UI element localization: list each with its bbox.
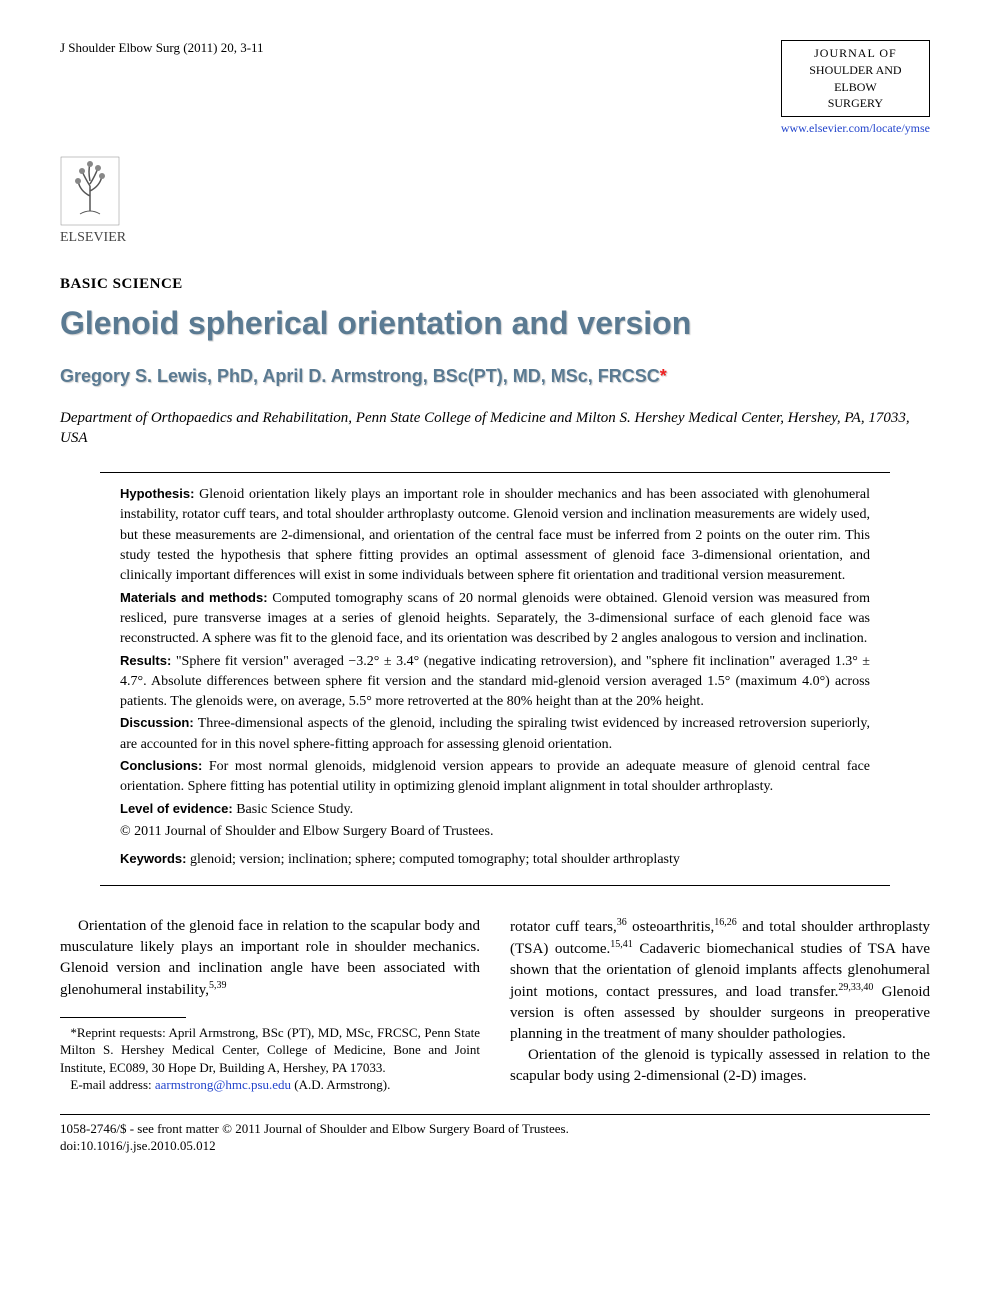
doi-line: doi:10.1016/j.jse.2010.05.012 [60,1138,930,1155]
column-right: rotator cuff tears,36 osteoarthritis,16,… [510,916,930,1094]
abstract-box: Hypothesis: Glenoid orientation likely p… [100,472,890,885]
citation-ref: 36 [617,917,627,928]
page-header: J Shoulder Elbow Surg (2011) 20, 3-11 JO… [60,40,930,136]
results-label: Results: [120,653,171,668]
discussion-label: Discussion: [120,715,194,730]
footer-rule [60,1114,930,1115]
hypothesis-label: Hypothesis: [120,486,194,501]
keywords-text: glenoid; version; inclination; sphere; c… [190,852,680,867]
author-list: Gregory S. Lewis, PhD, April D. Armstron… [60,366,930,387]
elsevier-tree-icon [60,156,120,226]
citation-ref: 29,33,40 [838,982,873,993]
publisher-logo-block [60,156,930,226]
footnote-rule [60,1017,186,1018]
journal-name-box: JOURNAL OF SHOULDER AND ELBOW SURGERY [781,40,930,117]
abstract-copyright: © 2011 Journal of Shoulder and Elbow Sur… [120,822,870,842]
citation-ref: 15,41 [610,939,633,950]
citation: J Shoulder Elbow Surg (2011) 20, 3-11 [60,40,264,56]
front-matter-line: 1058-2746/$ - see front matter © 2011 Jo… [60,1121,930,1138]
journal-brand-block: JOURNAL OF SHOULDER AND ELBOW SURGERY ww… [781,40,930,136]
keywords-label: Keywords: [120,851,186,866]
section-label: BASIC SCIENCE [60,276,930,293]
reprint-footnote: *Reprint requests: April Armstrong, BSc … [60,1024,480,1077]
methods-label: Materials and methods: [120,590,268,605]
publisher-name: ELSEVIER [60,230,930,246]
citation-ref: 16,26 [714,917,737,928]
discussion-text: Three-dimensional aspects of the glenoid… [120,716,870,751]
level-text: Basic Science Study. [236,802,353,817]
article-title: Glenoid spherical orientation and versio… [60,305,930,342]
level-label: Level of evidence: [120,801,233,816]
footer-info: 1058-2746/$ - see front matter © 2011 Jo… [60,1121,930,1155]
corresponding-author-star: * [660,366,667,386]
intro-paragraph-1-cont: rotator cuff tears,36 osteoarthritis,16,… [510,916,930,1045]
affiliation: Department of Orthopaedics and Rehabilit… [60,409,930,448]
hypothesis-text: Glenoid orientation likely plays an impo… [120,487,870,583]
intro-paragraph-1: Orientation of the glenoid face in relat… [60,916,480,1001]
conclusions-text: For most normal glenoids, midglenoid ver… [120,759,870,794]
journal-url-link[interactable]: www.elsevier.com/locate/ymse [781,121,930,136]
results-text: "Sphere fit version" averaged −3.2° ± 3.… [120,654,870,710]
email-footnote: E-mail address: aarmstrong@hmc.psu.edu (… [60,1076,480,1094]
author-email-link[interactable]: aarmstrong@hmc.psu.edu [155,1077,291,1092]
conclusions-label: Conclusions: [120,758,202,773]
intro-paragraph-2: Orientation of the glenoid is typically … [510,1045,930,1087]
citation-ref: 5,39 [209,980,227,991]
column-left: Orientation of the glenoid face in relat… [60,916,480,1094]
body-columns: Orientation of the glenoid face in relat… [60,916,930,1094]
